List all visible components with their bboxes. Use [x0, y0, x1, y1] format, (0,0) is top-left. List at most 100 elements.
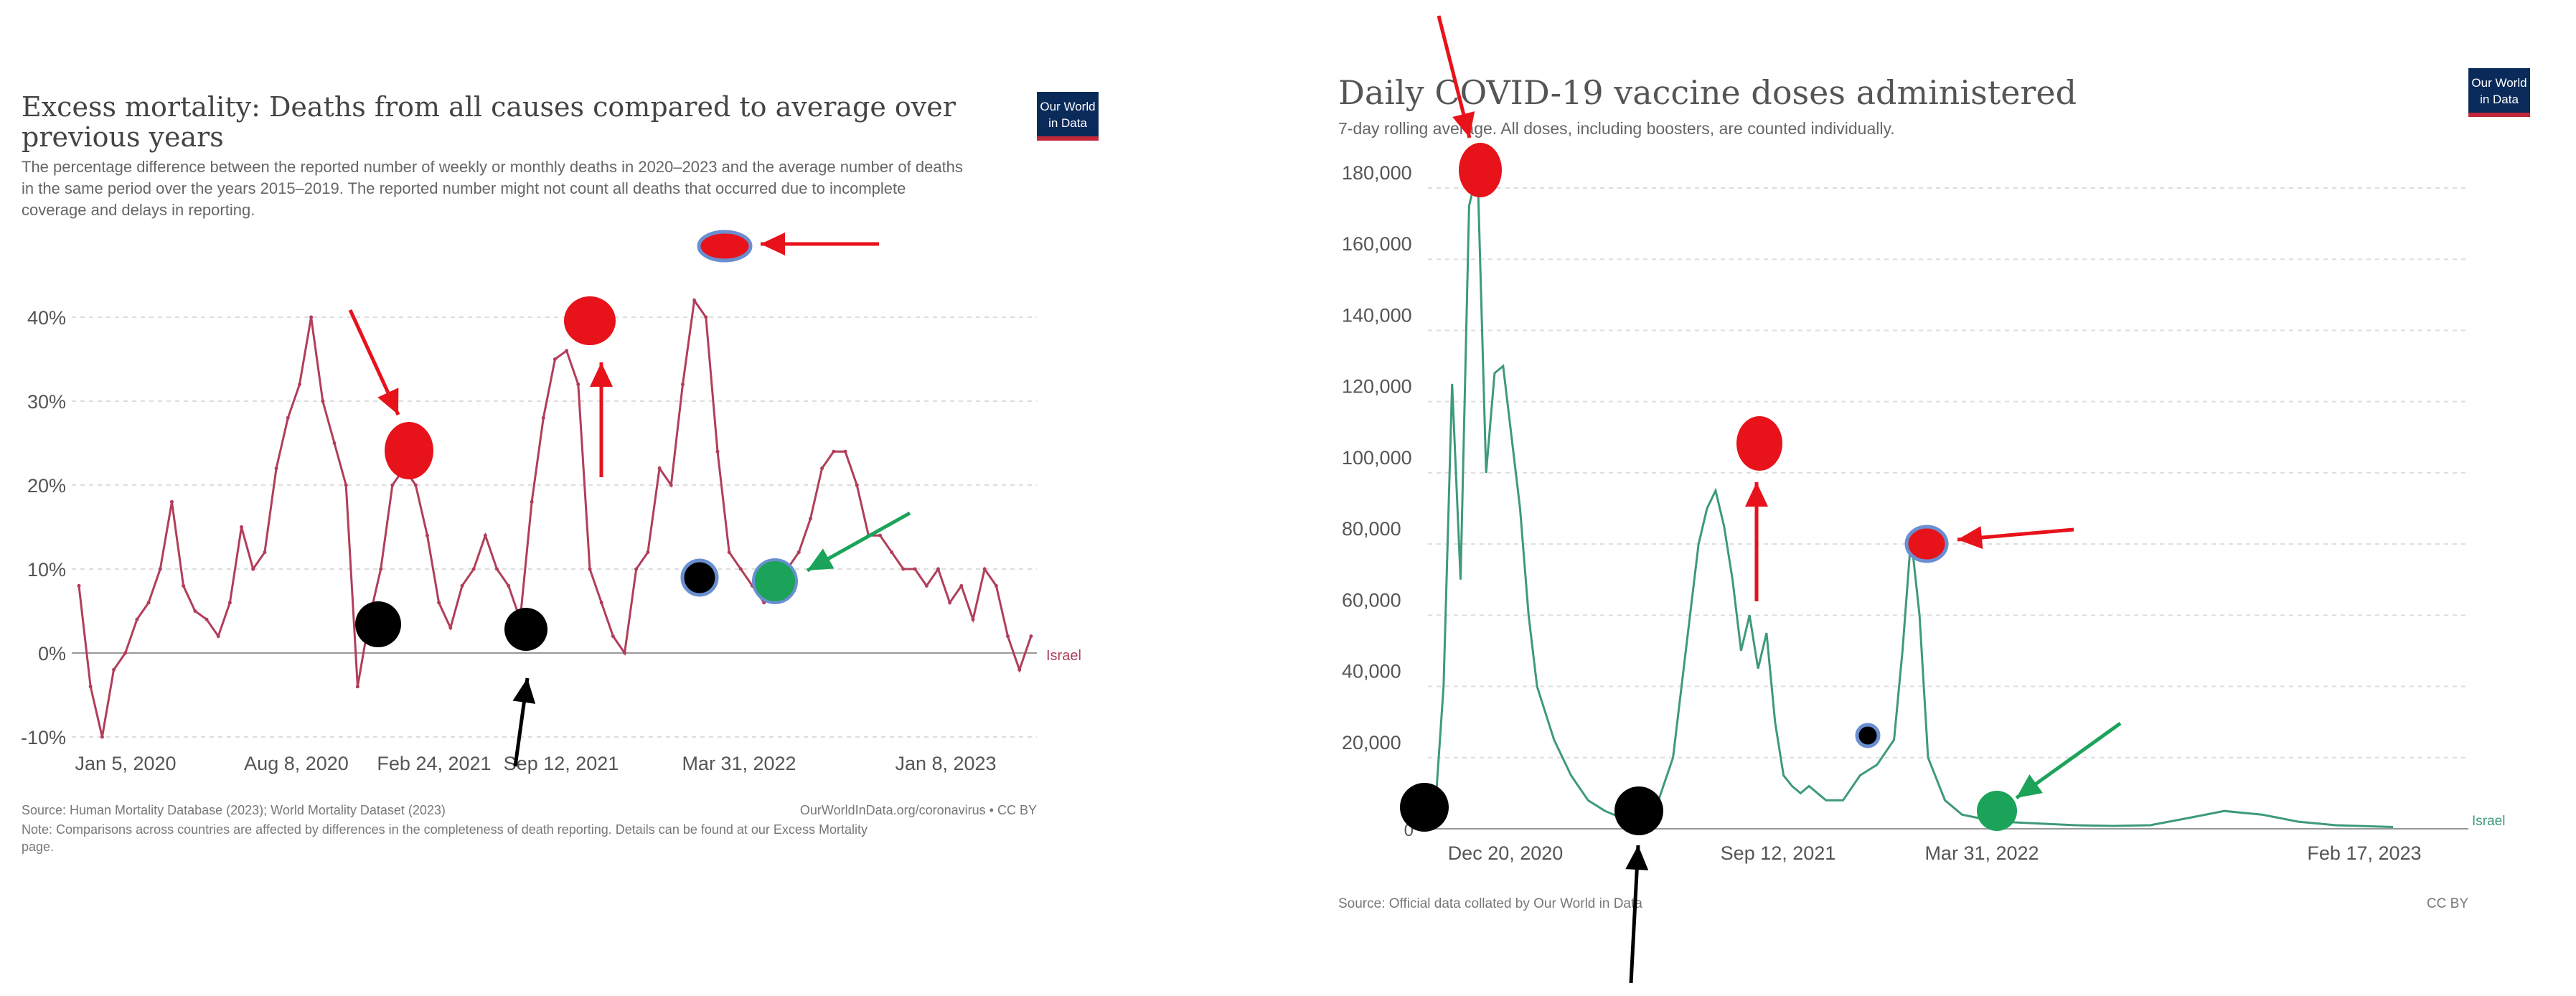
data-point [855, 483, 859, 487]
y-tick-label: 120,000 [1342, 376, 1412, 398]
series-line-israel [1434, 169, 2394, 828]
x-tick-label: Feb 24, 2021 [377, 753, 491, 774]
green-dot-marker [1977, 791, 2017, 831]
black-dot-marker [1400, 783, 1449, 832]
x-tick-label: Feb 17, 2023 [2307, 842, 2421, 864]
red-dot-marker [564, 296, 616, 345]
data-point [959, 583, 964, 588]
note-text: Note: Comparisons across countries are a… [22, 822, 868, 837]
y-tick-label: 160,000 [1342, 233, 1412, 255]
owid-logo: Our World in Data [1037, 92, 1099, 141]
data-point [913, 567, 917, 571]
source-text: Source: Human Mortality Database (2023);… [22, 803, 446, 817]
data-point [878, 533, 883, 537]
data-point [704, 315, 708, 319]
data-point [182, 583, 186, 588]
data-point [623, 651, 627, 655]
data-point [379, 567, 383, 571]
y-tick-label: 40% [27, 307, 66, 329]
y-tick-label: 180,000 [1342, 162, 1412, 184]
data-point [100, 735, 104, 739]
chart-subtitle: coverage and delays in reporting. [22, 201, 255, 219]
data-point [169, 499, 174, 504]
red-dot-marker [385, 422, 433, 479]
y-tick-label: 100,000 [1342, 447, 1412, 469]
data-point [994, 583, 998, 588]
x-tick-label: Dec 20, 2020 [1448, 842, 1564, 864]
data-point [553, 357, 557, 361]
data-point [495, 567, 499, 571]
data-point [77, 583, 81, 588]
data-point [808, 517, 812, 521]
chart-title: previous years [22, 121, 224, 153]
y-tick-label: 10% [27, 559, 66, 581]
data-point [1029, 634, 1033, 639]
data-point [135, 617, 139, 621]
data-point [344, 483, 348, 487]
source-text: Source: Official data collated by Our Wo… [1338, 896, 1642, 911]
chart-title: Excess mortality: Deaths from all causes… [22, 91, 956, 123]
data-point [646, 550, 650, 555]
data-point [437, 601, 441, 605]
red-dot-marker [1459, 143, 1502, 197]
black-dot-marker [1614, 786, 1663, 835]
data-point [146, 601, 151, 605]
data-point [112, 667, 116, 672]
series-line-israel [77, 297, 1033, 738]
y-tick-label: 40,000 [1342, 661, 1401, 682]
data-point [971, 617, 975, 621]
red-dot-marker [1736, 416, 1782, 471]
note-text: page. [22, 840, 54, 854]
data-point [982, 567, 987, 571]
data-point [611, 634, 615, 639]
data-point [193, 609, 197, 613]
red-arrow [1452, 111, 1475, 138]
data-point [657, 466, 662, 471]
logo-text: Our World [1040, 100, 1095, 113]
data-point [507, 583, 511, 588]
red-arrow [761, 232, 785, 255]
chart-title: Daily COVID-19 vaccine doses administere… [1338, 73, 2077, 112]
data-point [460, 583, 464, 588]
black-dot-marker [1855, 723, 1881, 748]
data-point [227, 601, 232, 605]
data-point [332, 441, 337, 445]
data-point [448, 626, 453, 630]
data-point [240, 525, 244, 529]
x-tick-label: Sep 12, 2021 [504, 753, 619, 774]
y-tick-label: 20,000 [1342, 732, 1401, 753]
data-point [471, 567, 476, 571]
data-point [541, 415, 545, 420]
data-point [680, 382, 685, 387]
y-tick-label: 140,000 [1342, 304, 1412, 326]
y-tick-label: -10% [21, 727, 66, 748]
black-dot-marker [504, 608, 547, 651]
data-point [355, 685, 359, 689]
x-tick-label: Jan 5, 2020 [75, 753, 176, 774]
red-arrow [1745, 482, 1768, 507]
data-point [738, 567, 743, 571]
black-dot-marker [355, 601, 401, 647]
license-text: CC BY [2427, 896, 2468, 911]
red-arrow [1957, 526, 1983, 550]
data-point [321, 399, 325, 403]
green-dot-marker [752, 558, 798, 604]
data-point [796, 550, 801, 555]
data-point [425, 533, 429, 537]
series-label: Israel [2472, 814, 2505, 829]
y-tick-label: 80,000 [1342, 518, 1401, 540]
black-arrow [512, 678, 536, 704]
data-point [588, 567, 592, 571]
green-arrow [807, 548, 835, 570]
x-tick-label: Jan 8, 2023 [895, 753, 996, 774]
data-point [924, 583, 929, 588]
data-point [715, 449, 720, 454]
chart-subtitle: 7-day rolling average. All doses, includ… [1338, 119, 1895, 138]
data-point [413, 483, 418, 487]
data-point [216, 634, 220, 639]
data-point [297, 382, 301, 387]
data-point [88, 685, 93, 689]
data-point [1006, 634, 1010, 639]
logo-text: in Data [2480, 93, 2519, 106]
data-point [205, 617, 209, 621]
